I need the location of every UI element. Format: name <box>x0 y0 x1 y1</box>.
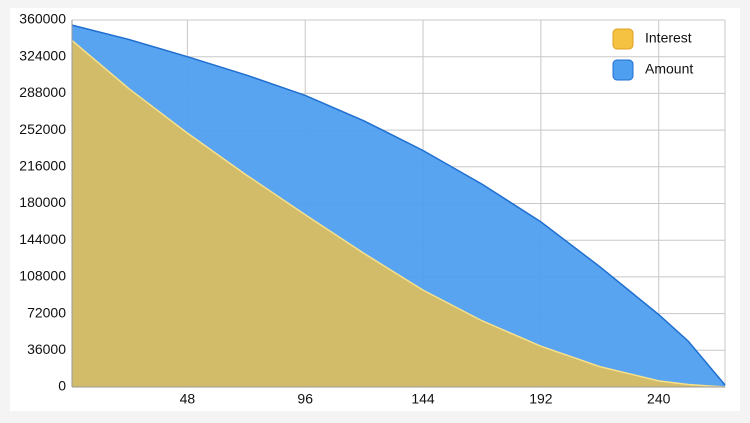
area-line <box>71 39 726 388</box>
area <box>72 40 725 388</box>
legend-label: Amount <box>645 61 693 77</box>
legend-label: Interest <box>645 30 692 46</box>
x-tick-label: 48 <box>180 391 196 407</box>
x-tick-label: 96 <box>297 391 313 407</box>
y-tick-label: 0 <box>58 378 66 394</box>
y-tick-label: 36000 <box>27 341 66 357</box>
y-tick-label: 288000 <box>19 84 66 100</box>
y-tick-label: 144000 <box>19 231 66 247</box>
x-tick-label: 192 <box>529 391 553 407</box>
y-tick-label: 180000 <box>19 194 66 210</box>
y-tick-label: 324000 <box>19 47 66 63</box>
y-tick-label: 72000 <box>27 304 66 320</box>
legend-swatch <box>612 59 634 81</box>
y-tick-label: 360000 <box>19 11 66 27</box>
area-line <box>71 24 726 386</box>
y-tick-label: 216000 <box>19 158 66 174</box>
y-tick-label: 108000 <box>19 268 66 284</box>
x-tick-label: 240 <box>647 391 671 407</box>
x-tick-label: 144 <box>411 391 435 407</box>
legend-swatch <box>612 28 634 50</box>
y-tick-label: 252000 <box>19 121 66 137</box>
